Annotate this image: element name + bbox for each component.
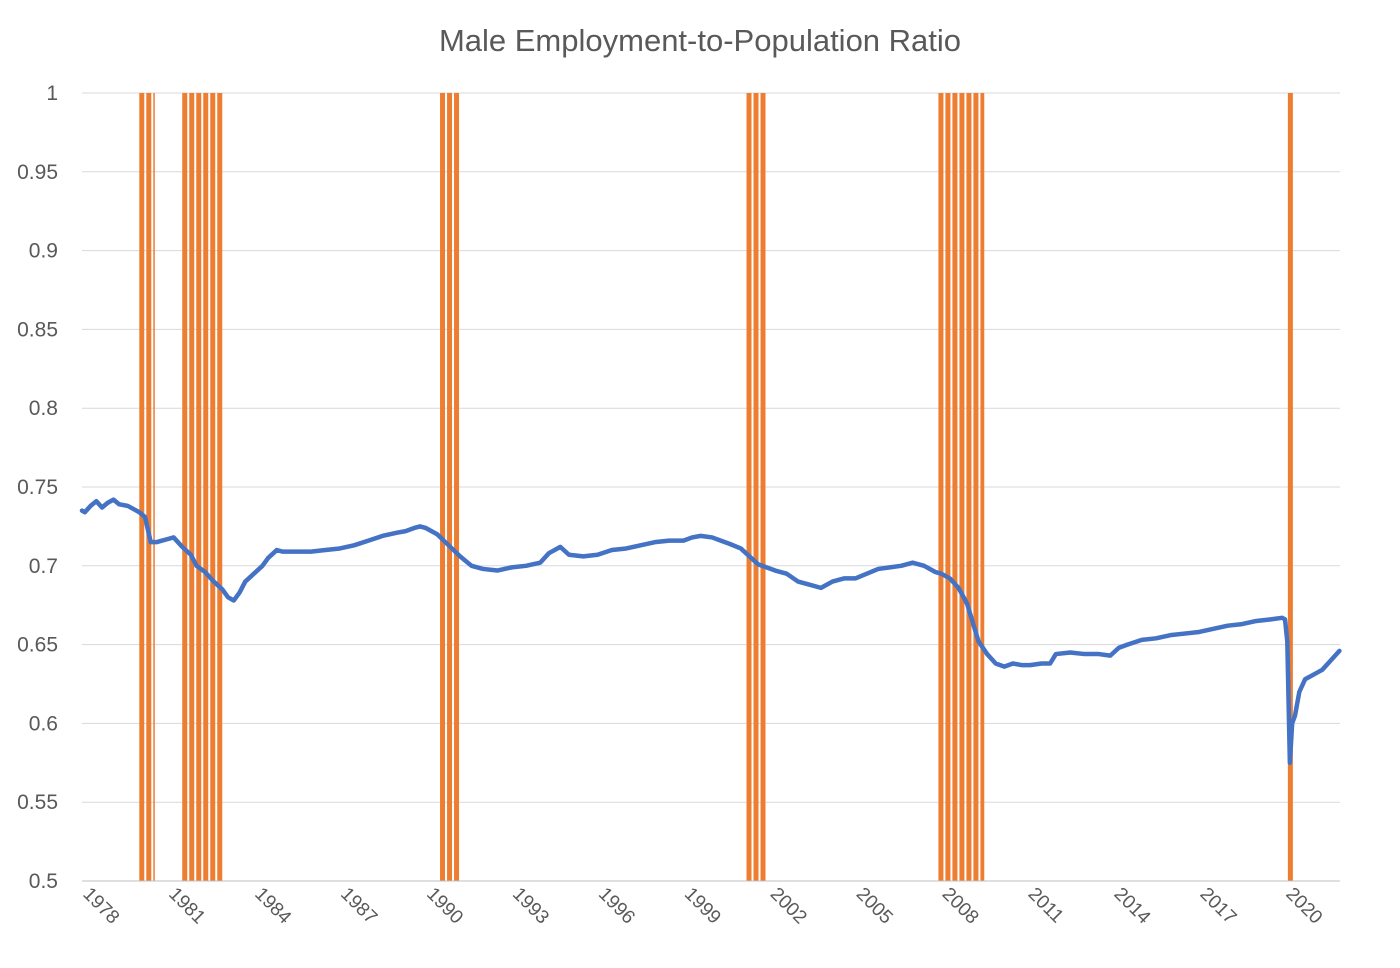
- recession-bar: [189, 93, 195, 881]
- recession-bar: [182, 93, 188, 881]
- x-tick-label: 1978: [78, 884, 123, 929]
- recession-bar: [217, 93, 223, 881]
- recession-bar: [973, 93, 979, 881]
- recession-bar: [753, 93, 759, 881]
- x-tick-label: 2008: [938, 884, 983, 929]
- recession-bar: [447, 93, 453, 881]
- x-tick-label: 1987: [336, 884, 381, 929]
- x-tick-label: 2005: [852, 884, 897, 929]
- x-tick-label: 2014: [1110, 884, 1155, 929]
- series-layer: [79, 497, 1342, 766]
- recession-bar: [959, 93, 965, 881]
- y-tick-label: 0.6: [29, 712, 58, 735]
- recession-bar: [440, 93, 446, 881]
- gridlines: [82, 92, 1340, 803]
- x-axis-ticks: 1978 1981 1984 1987 1990 1993 1996 1999 2002 2005…: [78, 884, 1326, 929]
- recession-bar: [945, 93, 951, 881]
- y-tick-label: 0.7: [29, 555, 58, 578]
- recession-bar: [196, 93, 202, 881]
- recession-bar: [146, 93, 152, 881]
- recession-bar: [952, 93, 958, 881]
- x-tick-label: 1990: [422, 884, 467, 929]
- x-tick-label: 2020: [1281, 884, 1326, 929]
- x-tick-label: 1993: [508, 884, 553, 929]
- x-tick-label: 1984: [250, 884, 295, 929]
- recession-bar: [746, 93, 752, 881]
- recession-bar: [139, 93, 145, 881]
- recession-bar: [938, 93, 944, 881]
- y-tick-label: 0.9: [29, 240, 58, 263]
- x-tick-label: 1999: [680, 884, 725, 929]
- x-tick-label: 2017: [1196, 884, 1241, 929]
- x-tick-label: 2002: [766, 884, 811, 929]
- y-tick-label: 0.8: [29, 397, 58, 420]
- y-tick-label: 0.65: [17, 634, 58, 657]
- recession-bar: [153, 93, 155, 881]
- recession-bar: [1287, 93, 1293, 881]
- recession-bar: [210, 93, 216, 881]
- recession-bar: [980, 93, 985, 881]
- y-axis-ticks: 0.5 0.55 0.6 0.65 0.7 0.75 0.8 0.85 0.9 0.95 1: [17, 82, 58, 893]
- recession-bar: [454, 93, 460, 881]
- recession-bars: [139, 93, 1293, 881]
- y-tick-label: 0.95: [17, 161, 58, 184]
- recession-bar: [966, 93, 972, 881]
- y-tick-label: 0.75: [17, 476, 58, 499]
- chart-title: Male Employment-to-Population Ratio: [439, 23, 961, 58]
- series-line: [79, 497, 1342, 766]
- x-tick-label: 2011: [1024, 884, 1068, 928]
- y-tick-label: 0.55: [17, 791, 58, 814]
- y-tick-label: 0.85: [17, 318, 58, 341]
- recession-bar: [760, 93, 766, 881]
- x-tick-label: 1981: [164, 884, 209, 929]
- y-tick-label: 0.5: [29, 870, 58, 893]
- y-tick-label: 1: [46, 82, 58, 105]
- x-tick-label: 1996: [594, 884, 639, 929]
- recession-bar: [203, 93, 209, 881]
